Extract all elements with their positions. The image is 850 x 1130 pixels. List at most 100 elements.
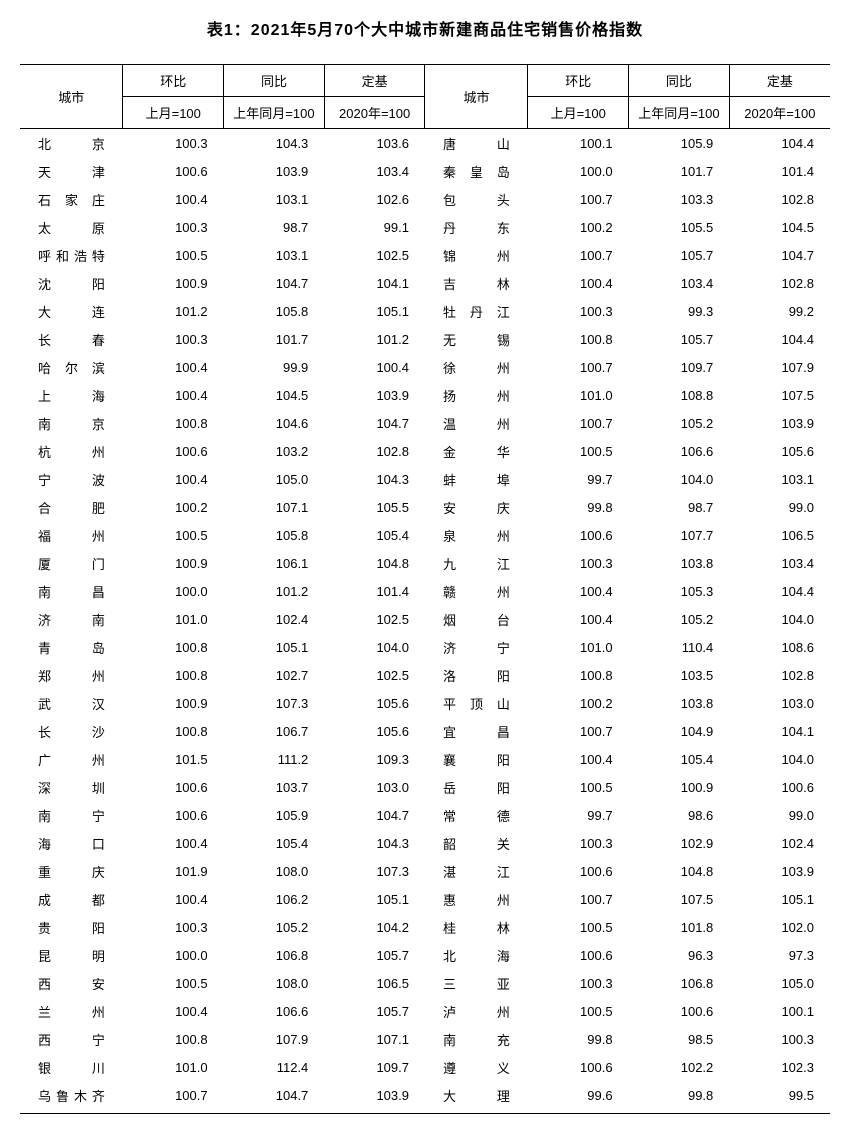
city-name-right: 温州 [425, 409, 528, 437]
base-left: 103.9 [324, 381, 425, 409]
base-left: 102.5 [324, 605, 425, 633]
city-name-left: 杭州 [20, 437, 123, 465]
mom-left: 100.8 [123, 1025, 224, 1053]
city-name-left: 重庆 [20, 857, 123, 885]
mom-left: 100.8 [123, 633, 224, 661]
table-row: 长沙100.8106.7105.6宜昌100.7104.9104.1 [20, 717, 830, 745]
city-name-left: 呼和浩特 [20, 241, 123, 269]
base-left: 102.5 [324, 241, 425, 269]
city-name-right: 吉林 [425, 269, 528, 297]
yoy-left: 108.0 [224, 857, 325, 885]
base-left: 105.5 [324, 493, 425, 521]
table-row: 呼和浩特100.5103.1102.5锦州100.7105.7104.7 [20, 241, 830, 269]
yoy-left: 102.4 [224, 605, 325, 633]
yoy-right: 109.7 [629, 353, 730, 381]
base-right: 107.5 [729, 381, 830, 409]
base-right: 103.4 [729, 549, 830, 577]
mom-right: 100.8 [528, 325, 629, 353]
yoy-left: 102.7 [224, 661, 325, 689]
city-name-right: 金华 [425, 437, 528, 465]
city-name-right: 蚌埠 [425, 465, 528, 493]
yoy-right: 103.3 [629, 185, 730, 213]
city-name-right: 湛江 [425, 857, 528, 885]
table-row: 哈尔滨100.499.9100.4徐州100.7109.7107.9 [20, 353, 830, 381]
table-row: 西安100.5108.0106.5三亚100.3106.8105.0 [20, 969, 830, 997]
yoy-left: 103.1 [224, 241, 325, 269]
yoy-right: 102.2 [629, 1053, 730, 1081]
mom-left: 100.5 [123, 969, 224, 997]
mom-left: 100.8 [123, 661, 224, 689]
mom-right: 100.4 [528, 605, 629, 633]
city-name-right: 烟台 [425, 605, 528, 633]
table-row: 武汉100.9107.3105.6平顶山100.2103.8103.0 [20, 689, 830, 717]
table-row: 合肥100.2107.1105.5安庆99.898.799.0 [20, 493, 830, 521]
mom-left: 100.9 [123, 269, 224, 297]
yoy-right: 101.8 [629, 913, 730, 941]
city-name-left: 成都 [20, 885, 123, 913]
base-left: 106.5 [324, 969, 425, 997]
yoy-left: 106.1 [224, 549, 325, 577]
mom-right: 100.6 [528, 1053, 629, 1081]
table-row: 深圳100.6103.7103.0岳阳100.5100.9100.6 [20, 773, 830, 801]
city-name-left: 南宁 [20, 801, 123, 829]
yoy-right: 105.9 [629, 129, 730, 158]
city-name-right: 赣州 [425, 577, 528, 605]
city-name-left: 广州 [20, 745, 123, 773]
yoy-left: 101.2 [224, 577, 325, 605]
col-yoy-right: 同比 [629, 65, 730, 97]
mom-left: 100.4 [123, 185, 224, 213]
city-name-left: 长春 [20, 325, 123, 353]
mom-left: 100.6 [123, 801, 224, 829]
yoy-right: 107.7 [629, 521, 730, 549]
city-name-left: 天津 [20, 157, 123, 185]
table-row: 成都100.4106.2105.1惠州100.7107.5105.1 [20, 885, 830, 913]
mom-left: 100.0 [123, 577, 224, 605]
mom-right: 99.7 [528, 465, 629, 493]
base-left: 103.6 [324, 129, 425, 158]
table-row: 福州100.5105.8105.4泉州100.6107.7106.5 [20, 521, 830, 549]
city-name-left: 武汉 [20, 689, 123, 717]
base-right: 104.1 [729, 717, 830, 745]
mom-right: 100.5 [528, 997, 629, 1025]
city-name-left: 乌鲁木齐 [20, 1081, 123, 1113]
base-right: 103.9 [729, 857, 830, 885]
mom-right: 100.5 [528, 437, 629, 465]
base-right: 99.2 [729, 297, 830, 325]
city-name-left: 郑州 [20, 661, 123, 689]
col-mom-sub-right: 上月=100 [528, 97, 629, 129]
base-right: 107.9 [729, 353, 830, 381]
table-row: 石家庄100.4103.1102.6包头100.7103.3102.8 [20, 185, 830, 213]
city-name-left: 厦门 [20, 549, 123, 577]
city-name-right: 常德 [425, 801, 528, 829]
table-row: 杭州100.6103.2102.8金华100.5106.6105.6 [20, 437, 830, 465]
yoy-right: 105.7 [629, 325, 730, 353]
city-name-right: 泉州 [425, 521, 528, 549]
yoy-left: 105.8 [224, 297, 325, 325]
mom-left: 100.5 [123, 521, 224, 549]
base-left: 102.6 [324, 185, 425, 213]
mom-right: 99.6 [528, 1081, 629, 1113]
mom-left: 100.4 [123, 381, 224, 409]
city-name-right: 徐州 [425, 353, 528, 381]
mom-right: 100.1 [528, 129, 629, 158]
yoy-left: 103.9 [224, 157, 325, 185]
yoy-left: 106.8 [224, 941, 325, 969]
base-left: 105.6 [324, 689, 425, 717]
mom-left: 100.9 [123, 689, 224, 717]
base-right: 103.0 [729, 689, 830, 717]
table-row: 海口100.4105.4104.3韶关100.3102.9102.4 [20, 829, 830, 857]
yoy-left: 107.9 [224, 1025, 325, 1053]
mom-right: 100.3 [528, 829, 629, 857]
mom-left: 100.5 [123, 241, 224, 269]
table-row: 昆明100.0106.8105.7北海100.696.397.3 [20, 941, 830, 969]
city-name-left: 昆明 [20, 941, 123, 969]
base-right: 99.0 [729, 801, 830, 829]
table-row: 贵阳100.3105.2104.2桂林100.5101.8102.0 [20, 913, 830, 941]
city-name-left: 西宁 [20, 1025, 123, 1053]
base-left: 104.7 [324, 409, 425, 437]
base-left: 104.0 [324, 633, 425, 661]
mom-left: 101.5 [123, 745, 224, 773]
yoy-left: 103.1 [224, 185, 325, 213]
yoy-right: 100.9 [629, 773, 730, 801]
base-right: 102.0 [729, 913, 830, 941]
